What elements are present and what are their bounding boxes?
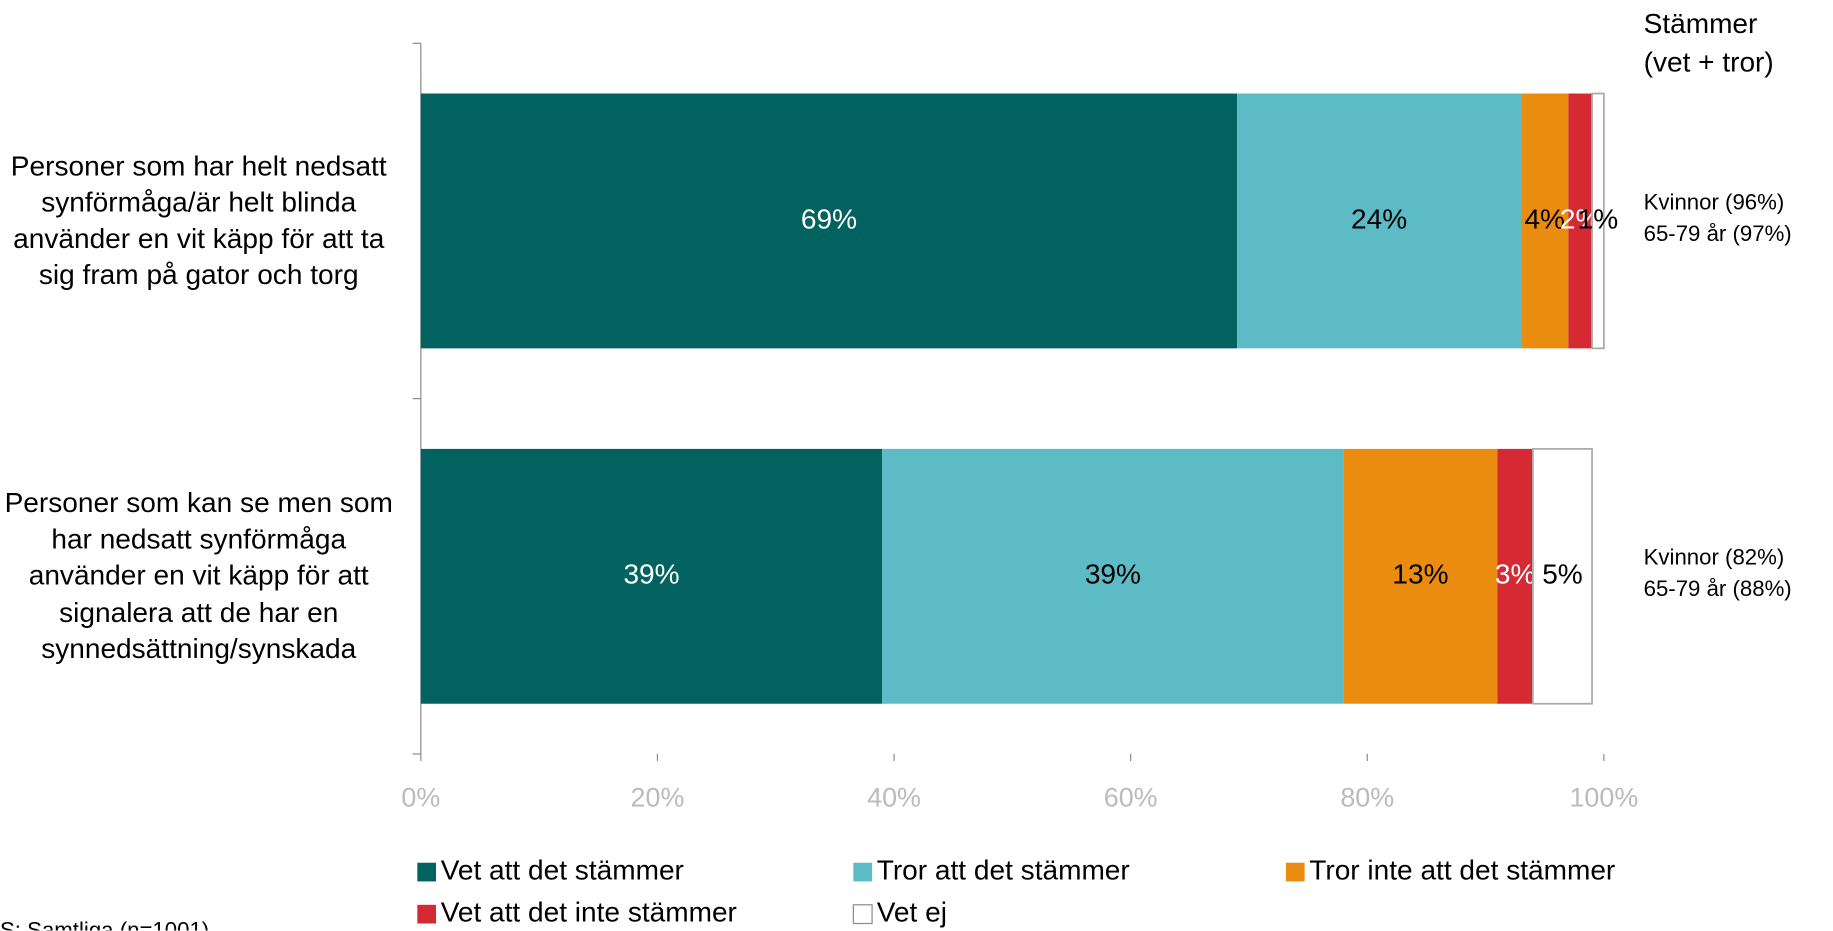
bar-segment xyxy=(1591,92,1605,350)
bar-segment xyxy=(1532,448,1593,705)
value-label: 1% xyxy=(1578,203,1619,234)
legend-label: Vet att det stämmer xyxy=(441,854,684,885)
value-label: 24% xyxy=(1351,203,1407,234)
footnote: S: Samtliga (n=1001) xyxy=(0,918,209,931)
side-note: Kvinnor (82%) xyxy=(1644,545,1785,570)
legend-label: Vet att det inte stämmer xyxy=(441,897,737,928)
bar-segment xyxy=(1497,448,1533,704)
value-label: 39% xyxy=(1085,559,1141,590)
side-note: Kvinnor (96%) xyxy=(1644,189,1785,214)
legend-swatch xyxy=(852,904,873,925)
value-label: 13% xyxy=(1392,559,1448,590)
bar-segment xyxy=(1521,93,1569,349)
x-tick-label: 80% xyxy=(1340,783,1394,813)
bar-segment xyxy=(882,448,1344,704)
x-tick-label: 60% xyxy=(1104,783,1158,813)
bar-segment xyxy=(1237,93,1522,349)
x-tick-label: 0% xyxy=(401,783,440,813)
side-title: (vet + tror) xyxy=(1644,47,1774,78)
legend-swatch xyxy=(853,862,873,882)
value-label: 69% xyxy=(801,203,857,234)
x-tick-label: 20% xyxy=(631,783,685,813)
value-label: 5% xyxy=(1542,559,1583,590)
legend-swatch xyxy=(417,862,437,882)
bar-segment xyxy=(420,448,883,704)
legend-label: Vet ej xyxy=(877,897,947,928)
x-tick-label: 100% xyxy=(1569,783,1638,813)
bar-segment xyxy=(1343,448,1498,704)
side-note: 65-79 år (97%) xyxy=(1644,221,1792,246)
category-label: Personer som har helt nedsatt synförmåga… xyxy=(10,150,387,292)
x-tick-label: 40% xyxy=(867,783,921,813)
side-title: Stämmer xyxy=(1644,8,1758,39)
bar-segment xyxy=(420,93,1238,349)
value-label: 4% xyxy=(1524,203,1565,234)
legend-swatch xyxy=(1285,862,1305,882)
value-label: 3% xyxy=(1495,559,1536,590)
side-note: 65-79 år (88%) xyxy=(1644,576,1792,601)
bar-segment xyxy=(1568,93,1593,349)
legend-label: Tror inte att det stämmer xyxy=(1309,854,1615,885)
value-label: 39% xyxy=(623,559,679,590)
legend-label: Tror att det stämmer xyxy=(877,854,1130,885)
legend-swatch xyxy=(417,904,437,924)
category-label: Personer som kan se men som har nedsatt … xyxy=(4,487,393,665)
